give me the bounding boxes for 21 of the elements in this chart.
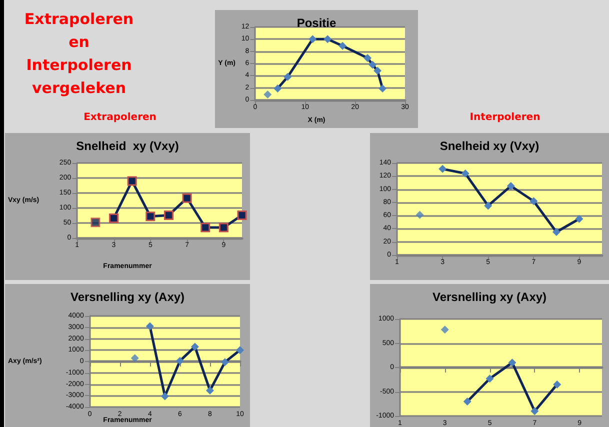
point — [440, 326, 449, 334]
point — [127, 176, 137, 186]
text: Extrapoleren — [82, 111, 158, 125]
point — [264, 90, 272, 99]
point — [237, 210, 247, 220]
chart-title: Positie — [296, 16, 336, 30]
chart-title: Versnelling xy (Axy) — [432, 290, 547, 304]
point — [200, 222, 210, 232]
point — [109, 213, 119, 223]
chart-title: Snelheid xy (Vxy) — [76, 139, 179, 153]
chart-title: Snelheid xy (Vxy) — [440, 139, 540, 153]
point — [130, 354, 139, 362]
chart-title: Versnelling xy (Axy) — [70, 290, 185, 304]
text: Interpoleren — [468, 111, 542, 125]
point — [90, 218, 100, 228]
point — [164, 210, 174, 220]
text: Extrapoleren en Interpoleren vergeleken — [23, 9, 135, 99]
point — [416, 210, 424, 219]
point — [182, 193, 192, 203]
point — [146, 212, 156, 222]
point — [218, 222, 228, 232]
